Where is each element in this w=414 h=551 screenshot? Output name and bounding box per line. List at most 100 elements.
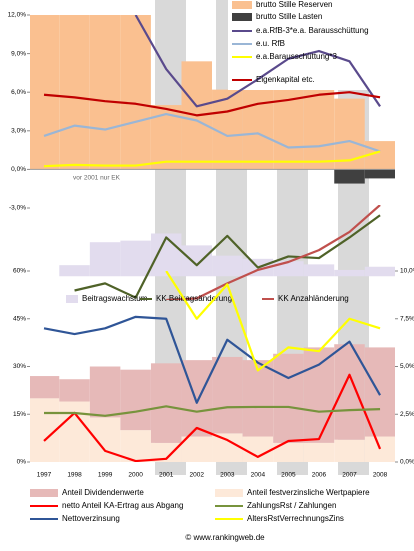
legend-label: Beitragswachstum (82, 294, 148, 303)
bar (181, 245, 212, 277)
plot (59, 233, 395, 277)
line (74, 214, 381, 299)
legend-label: Nettoverzinsung (62, 514, 120, 523)
bar (303, 347, 335, 443)
legend-label: ZahlungsRst / Zahlungen (247, 501, 336, 510)
legend-swatch (215, 489, 243, 497)
bar (334, 269, 365, 277)
y-tick-label: 5,0% (400, 363, 414, 370)
bar (150, 233, 182, 277)
y-tick-label: 3,0% (11, 128, 26, 135)
bar (364, 169, 395, 179)
legend-label: Anteil festverzinsliche Wertpapiere (247, 488, 370, 497)
bar (181, 436, 212, 462)
bar (59, 15, 90, 170)
x-tick-label: 2001 (159, 472, 174, 479)
bar (89, 366, 121, 418)
y-tick-label: 0% (17, 459, 27, 466)
legend-label: Anteil Dividendenwerte (62, 488, 144, 497)
y-tick-label: 45% (13, 315, 26, 322)
plot (30, 15, 395, 184)
y-tick-label: 60% (13, 268, 26, 275)
bar (120, 240, 151, 277)
line (43, 315, 382, 404)
bar (273, 353, 304, 443)
x-tick-label: 1997 (37, 472, 52, 479)
x-tick-label: 2008 (373, 472, 388, 479)
bar (334, 98, 365, 170)
bar (30, 15, 60, 170)
legend-swatch (66, 295, 78, 303)
bar (150, 363, 182, 443)
legend-swatch (30, 489, 58, 497)
y-tick-label: 15% (13, 411, 26, 418)
x-tick-label: 1999 (98, 472, 113, 479)
line (43, 112, 381, 153)
bar (30, 376, 60, 399)
y-tick-label: 6,0% (11, 89, 26, 96)
line (44, 405, 381, 417)
y-tick-label: 0,0% (400, 459, 414, 466)
line (165, 271, 381, 372)
legend-swatch (232, 13, 252, 21)
bar (242, 436, 274, 462)
bar (303, 264, 335, 277)
y-tick-label: 9,0% (11, 50, 26, 57)
legend-label: e.u. RfB (256, 39, 285, 48)
line (43, 150, 381, 168)
legend-label: Eigenkapital etc. (256, 75, 315, 84)
legend-swatch (232, 1, 252, 9)
x-tick-label: 2002 (190, 472, 205, 479)
bar (212, 433, 243, 462)
bar (273, 261, 304, 277)
lines (43, 15, 381, 168)
x-tick-label: 2004 (251, 472, 266, 479)
bar (334, 439, 365, 462)
bar (334, 169, 365, 184)
legend-label: brutto Stille Reserven (256, 0, 332, 9)
y-tick-label: 2,5% (400, 411, 414, 418)
bar (59, 401, 90, 462)
x-tick-label: 2005 (281, 472, 296, 479)
bar (364, 436, 395, 462)
legend-label: AltersRstVerrechnungsZins (247, 514, 344, 523)
legend-label: KK Beitragsänderung (156, 294, 232, 303)
bar (242, 360, 274, 437)
line (43, 373, 382, 462)
bar (303, 442, 335, 462)
legend-label: brutto Stille Lasten (256, 12, 322, 21)
legend-label: e.a.Barausschüttung*3 (256, 52, 337, 61)
legend-label: netto Anteil KA-Ertrag aus Abgang (62, 501, 183, 510)
legend-box (228, 0, 410, 90)
bar (120, 15, 151, 170)
line (43, 91, 381, 117)
x-tick-label: 2000 (128, 472, 143, 479)
footer: © www.rankingweb.de (185, 533, 265, 542)
legend-label: KK Anzahländerung (278, 294, 349, 303)
plot (30, 344, 395, 462)
bar (150, 442, 182, 462)
lines (43, 271, 382, 462)
y-tick-label: -3,0% (9, 205, 26, 212)
bar (273, 442, 304, 462)
legend-label: e.a.RfB-3*e.a. Barausschüttung (256, 26, 369, 35)
x-tick-label: 1998 (67, 472, 82, 479)
bar (364, 266, 395, 277)
y-tick-label: 30% (13, 363, 26, 370)
bar (59, 379, 90, 402)
x-tick-label: 2007 (342, 472, 357, 479)
bar (89, 15, 121, 170)
y-tick-label: 0,0% (11, 166, 26, 173)
y-tick-label: 7,5% (400, 315, 414, 322)
x-tick-label: 2006 (312, 472, 327, 479)
bar (120, 369, 151, 431)
bar (212, 356, 243, 434)
line (134, 15, 381, 108)
line (166, 205, 381, 300)
lines (74, 205, 381, 300)
bar (212, 89, 243, 170)
bar (59, 265, 90, 277)
y-tick-label: 10,0% (400, 268, 414, 275)
annotation: vor 2001 nur EK (73, 175, 121, 182)
